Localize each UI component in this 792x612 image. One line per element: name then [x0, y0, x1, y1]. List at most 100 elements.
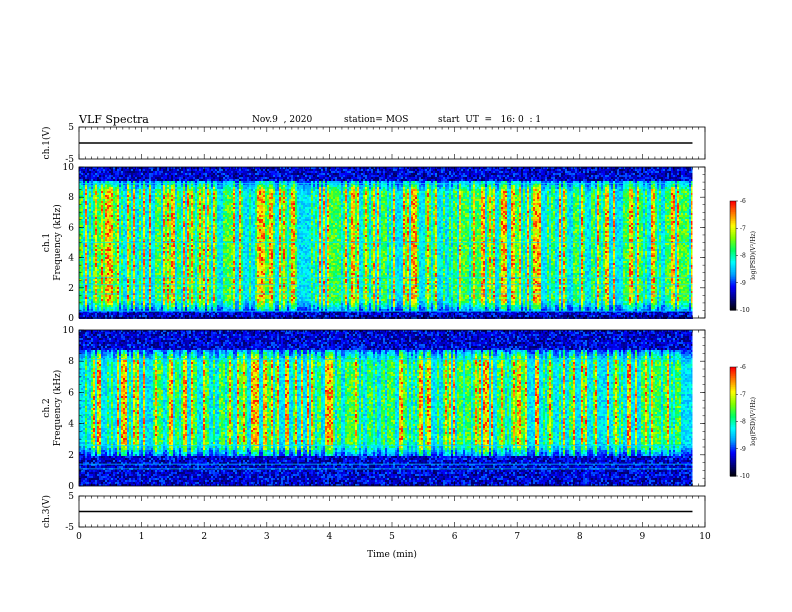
- spectrogram-cell: [97, 231, 99, 233]
- spectrogram-cell: [97, 185, 99, 187]
- spectrogram-cell: [89, 225, 91, 227]
- spectrogram-cell: [91, 211, 93, 213]
- spectrogram-cell: [93, 287, 95, 289]
- spectrogram-cell: [97, 251, 99, 253]
- spectrogram-cell: [83, 313, 85, 315]
- spectrogram-cell: [83, 279, 85, 281]
- spectrogram-cell: [91, 257, 93, 259]
- spectrogram-cell: [99, 251, 101, 253]
- spectrogram-cell: [85, 185, 87, 187]
- spectrogram-cell: [85, 281, 87, 283]
- spectrogram-cell: [99, 305, 101, 307]
- spectrogram-cell: [99, 265, 101, 267]
- spectrogram-cell: [91, 263, 93, 265]
- spectrogram-cell: [85, 245, 87, 247]
- spectrogram-cell: [87, 313, 89, 315]
- spectrogram-cell: [93, 267, 95, 269]
- spectrogram-cell: [85, 265, 87, 267]
- spectrogram-cell: [99, 315, 101, 317]
- spectrogram-cell: [95, 295, 97, 297]
- spectrogram-cell: [99, 301, 101, 303]
- spectrogram-cell: [89, 199, 91, 201]
- spectrogram-cell: [99, 257, 101, 259]
- spectrogram-cell: [97, 181, 99, 183]
- spectrogram-cell: [91, 237, 93, 239]
- spectrogram-cell: [85, 249, 87, 251]
- spectrogram-cell: [93, 247, 95, 249]
- spectrogram-cell: [99, 255, 101, 257]
- spectrogram-cell: [95, 261, 97, 263]
- spectrogram-cell: [95, 189, 97, 191]
- spectrogram-cell: [95, 215, 97, 217]
- spectrogram-cell: [91, 195, 93, 197]
- spectrogram-cell: [89, 181, 91, 183]
- spectrogram-cell: [85, 195, 87, 197]
- spectrogram-cell: [85, 181, 87, 183]
- spectrogram-cell: [89, 193, 91, 195]
- spectrogram-cell: [85, 217, 87, 219]
- spectrogram-cell: [91, 171, 93, 173]
- spectrogram-cell: [101, 255, 103, 257]
- spectrogram-cell: [89, 255, 91, 257]
- spectrogram-cell: [95, 227, 97, 229]
- spectrogram-cell: [95, 251, 97, 253]
- spectrogram-cell: [85, 253, 87, 255]
- spectrogram-cell: [85, 211, 87, 213]
- spectrogram-cell: [89, 173, 91, 175]
- spectrogram-cell: [97, 255, 99, 257]
- spectrogram-cell: [95, 269, 97, 271]
- spectrogram-cell: [85, 197, 87, 199]
- spectrogram-cell: [97, 313, 99, 315]
- spectrogram-cell: [87, 191, 89, 193]
- spectrogram-cell: [87, 249, 89, 251]
- spectrogram-cell: [89, 285, 91, 287]
- spectrogram-cell: [101, 261, 103, 263]
- spectrogram-cell: [91, 193, 93, 195]
- spectrogram-cell: [93, 291, 95, 293]
- spectrogram-cell: [95, 307, 97, 309]
- spectrogram-cell: [101, 181, 103, 183]
- spectrogram-cell: [95, 181, 97, 183]
- spectrogram-cell: [87, 305, 89, 307]
- spectrogram-cell: [89, 239, 91, 241]
- spectrogram-cell: [81, 205, 83, 207]
- spectrogram-cell: [91, 249, 93, 251]
- spectrogram-cell: [97, 207, 99, 209]
- spectrogram-cell: [87, 171, 89, 173]
- spectrogram-cell: [97, 271, 99, 273]
- spectrogram-cell: [81, 313, 83, 315]
- spectrogram-cell: [101, 193, 103, 195]
- spectrogram-cell: [101, 309, 103, 311]
- spectrogram-cell: [83, 301, 85, 303]
- spectrogram-cell: [95, 279, 97, 281]
- spectrogram-cell: [91, 287, 93, 289]
- spectrogram-cell: [91, 219, 93, 221]
- spectrogram-cell: [93, 219, 95, 221]
- spectrogram-cell: [91, 247, 93, 249]
- spectrogram-cell: [89, 295, 91, 297]
- spectrogram-cell: [93, 225, 95, 227]
- spectrogram-cell: [91, 269, 93, 271]
- spectrogram-cell: [101, 243, 103, 245]
- spectrogram-cell: [93, 261, 95, 263]
- spectrogram-cell: [89, 281, 91, 283]
- spectrogram-cell: [93, 289, 95, 291]
- spectrogram-cell: [97, 267, 99, 269]
- spectrogram-cell: [91, 201, 93, 203]
- spectrogram-cell: [93, 237, 95, 239]
- spectrogram-cell: [97, 245, 99, 247]
- spectrogram-cell: [81, 239, 83, 241]
- spectrogram-cell: [87, 263, 89, 265]
- spectrogram-cell: [85, 255, 87, 257]
- spectrogram-cell: [87, 229, 89, 231]
- spectrogram-cell: [101, 175, 103, 177]
- spectrogram-cell: [91, 181, 93, 183]
- spectrogram-cell: [99, 219, 101, 221]
- spectrogram-cell: [93, 213, 95, 215]
- spectrogram-cell: [89, 211, 91, 213]
- spectrogram-cell: [83, 247, 85, 249]
- spectrogram-cell: [99, 193, 101, 195]
- spectrogram-cell: [99, 201, 101, 203]
- spectrogram-cell: [81, 231, 83, 233]
- spectrogram-cell: [95, 219, 97, 221]
